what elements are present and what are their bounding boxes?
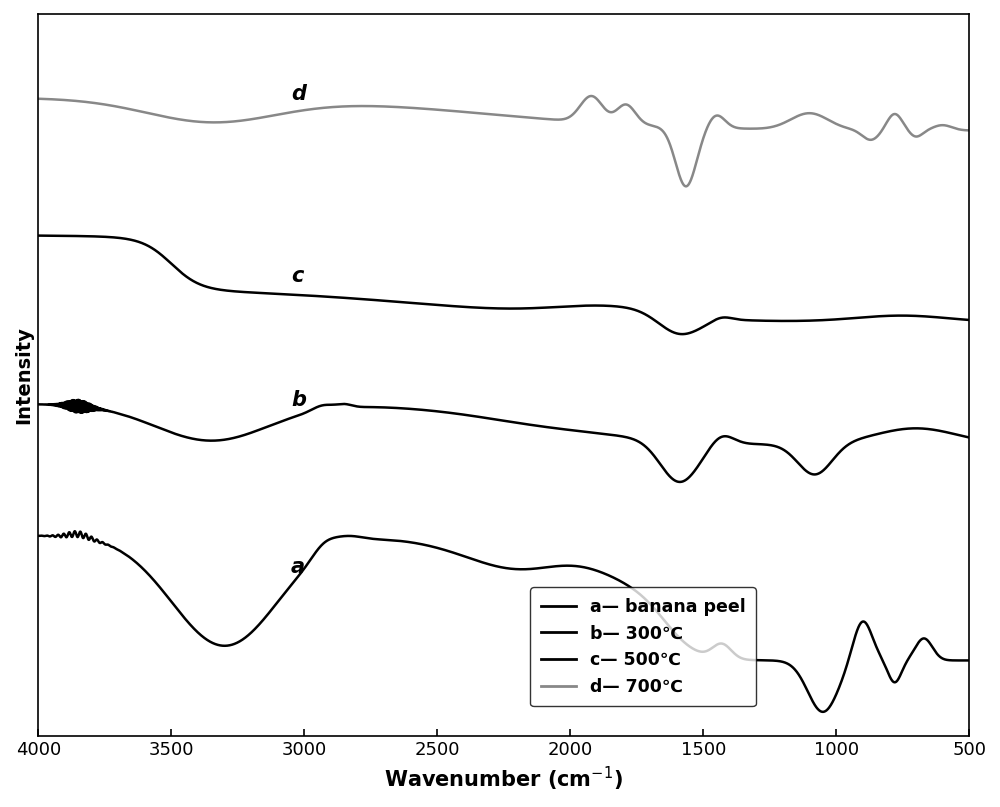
Y-axis label: Intensity: Intensity [14, 326, 33, 424]
Text: b: b [291, 390, 306, 410]
Text: a: a [291, 557, 305, 577]
Text: d: d [291, 84, 306, 104]
Text: c: c [291, 266, 303, 286]
X-axis label: Wavenumber (cm$^{-1}$): Wavenumber (cm$^{-1}$) [384, 765, 623, 793]
Legend: a— banana peel, b— 300℃, c— 500℃, d— 700℃: a— banana peel, b— 300℃, c— 500℃, d— 700… [530, 587, 756, 706]
